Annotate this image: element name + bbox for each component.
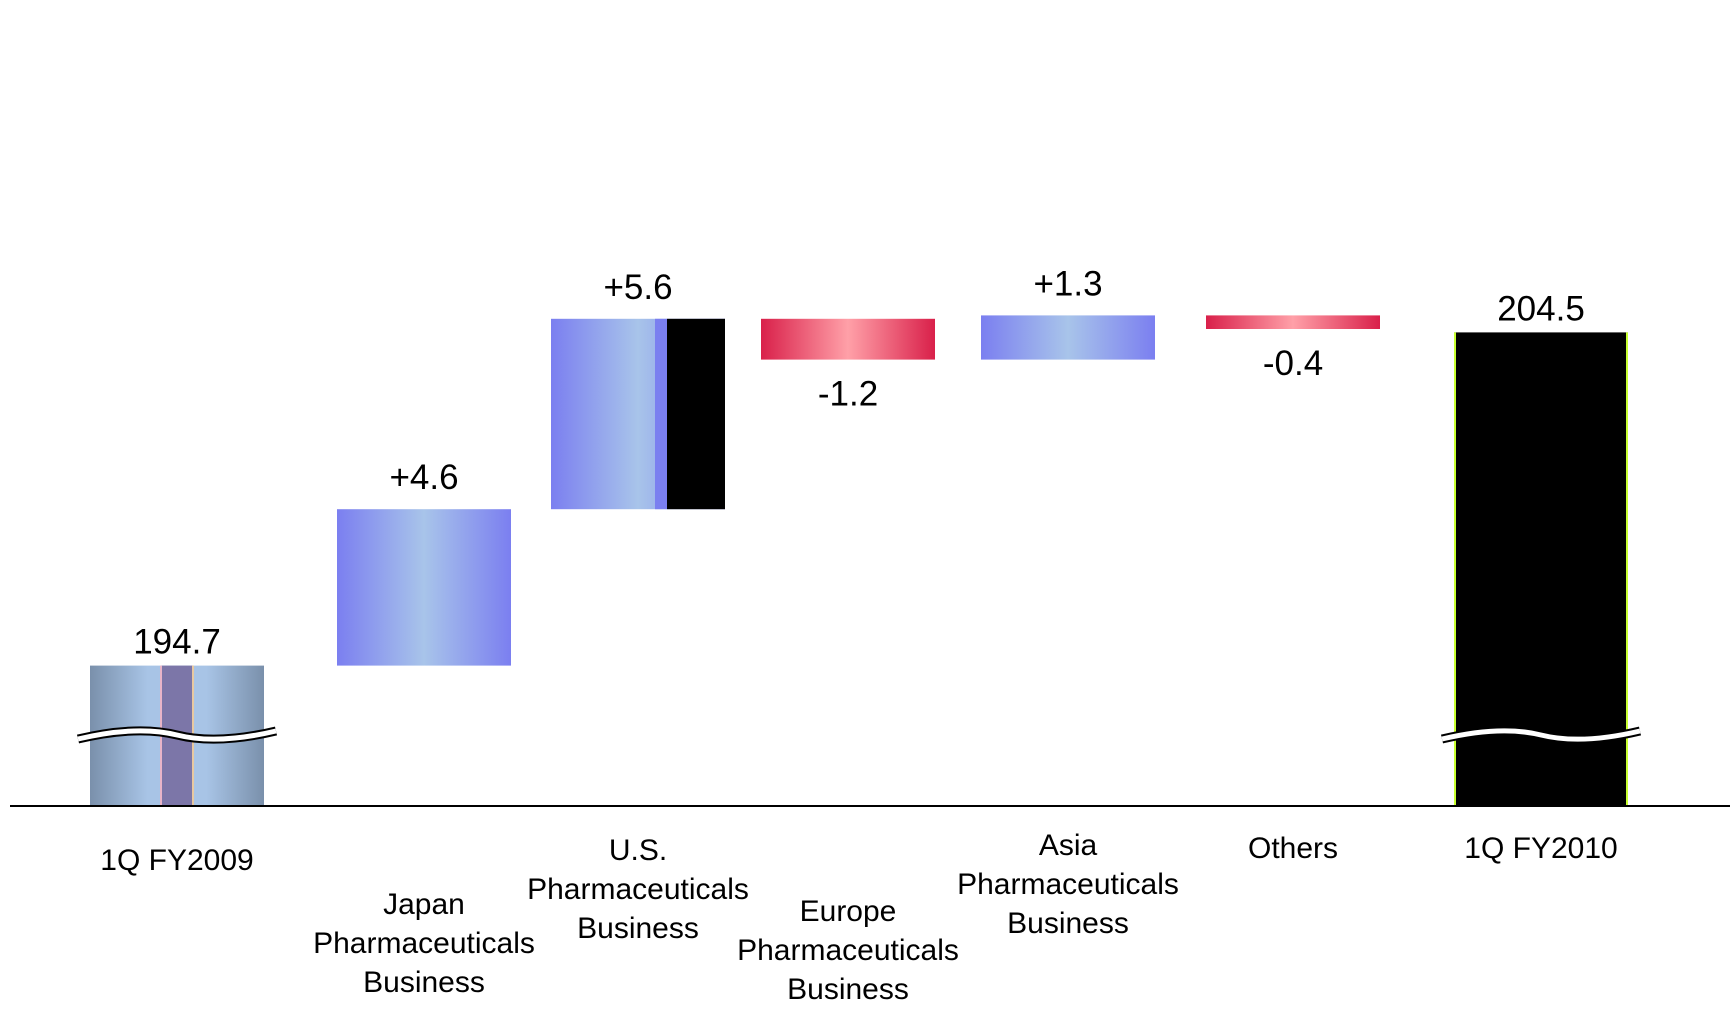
decrease-value-label: -1.2 (818, 375, 878, 414)
increase-value-label: +5.6 (603, 268, 672, 307)
category-label: Japan (383, 888, 465, 921)
increase-bar-dark-segment-edge (655, 318, 667, 510)
decrease-bar (761, 318, 935, 360)
increase-bar-dark-segment (667, 318, 725, 510)
increase-value-label: +1.3 (1033, 264, 1102, 303)
total-bar-end-edge-right (1626, 332, 1628, 806)
axis-break-mark-0 (77, 728, 277, 742)
category-label: U.S. (609, 834, 667, 867)
category-label: Business (363, 966, 485, 999)
axis-break-mark-6 (1441, 728, 1641, 742)
total-value-label: 194.7 (133, 623, 221, 662)
total-bar-end-edge-left (1454, 332, 1456, 806)
decrease-value-label: -0.4 (1263, 344, 1323, 383)
category-label: 1Q FY2010 (1464, 832, 1617, 865)
category-label: Business (787, 973, 909, 1006)
category-label: Asia (1039, 829, 1098, 862)
total-value-label: 204.5 (1497, 289, 1585, 328)
category-label: Business (1007, 907, 1129, 940)
increase-bar (981, 315, 1155, 360)
increase-bar (337, 509, 511, 666)
category-label: Others (1248, 832, 1338, 865)
category-label: Pharmaceuticals (737, 934, 959, 967)
category-label: 1Q FY2009 (100, 844, 253, 877)
decrease-bar (1206, 315, 1380, 329)
category-label: Pharmaceuticals (527, 873, 749, 906)
category-label: Pharmaceuticals (313, 927, 535, 960)
increase-value-label: +4.6 (389, 458, 458, 497)
total-bar-end (1454, 332, 1628, 806)
category-label: Business (577, 912, 699, 945)
category-label: Pharmaceuticals (957, 868, 1179, 901)
category-label: Europe (800, 895, 897, 928)
